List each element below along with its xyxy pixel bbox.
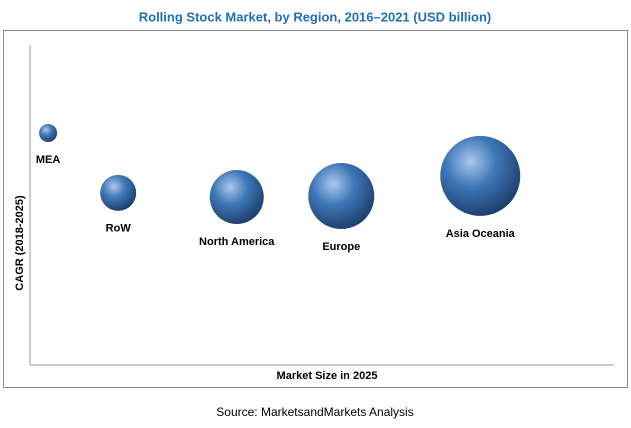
bubble-label: Asia Oceania bbox=[446, 228, 516, 240]
frame bbox=[3, 30, 628, 388]
source-note: Source: MarketsandMarkets Analysis bbox=[216, 405, 413, 419]
bubble bbox=[209, 170, 264, 224]
y-axis-title: CAGR (2018-2025) bbox=[14, 195, 26, 291]
bubble-label: RoW bbox=[106, 223, 132, 235]
bubble bbox=[440, 135, 521, 216]
bubble-label: North America bbox=[199, 236, 275, 248]
bubble-label: Europe bbox=[322, 241, 360, 253]
x-axis-title: Market Size in 2025 bbox=[277, 370, 378, 382]
bubble bbox=[100, 174, 137, 211]
chart-title: Rolling Stock Market, by Region, 2016–20… bbox=[139, 9, 492, 24]
bubble bbox=[39, 124, 58, 142]
bubble bbox=[308, 163, 375, 230]
bubble-label: MEA bbox=[36, 154, 61, 166]
